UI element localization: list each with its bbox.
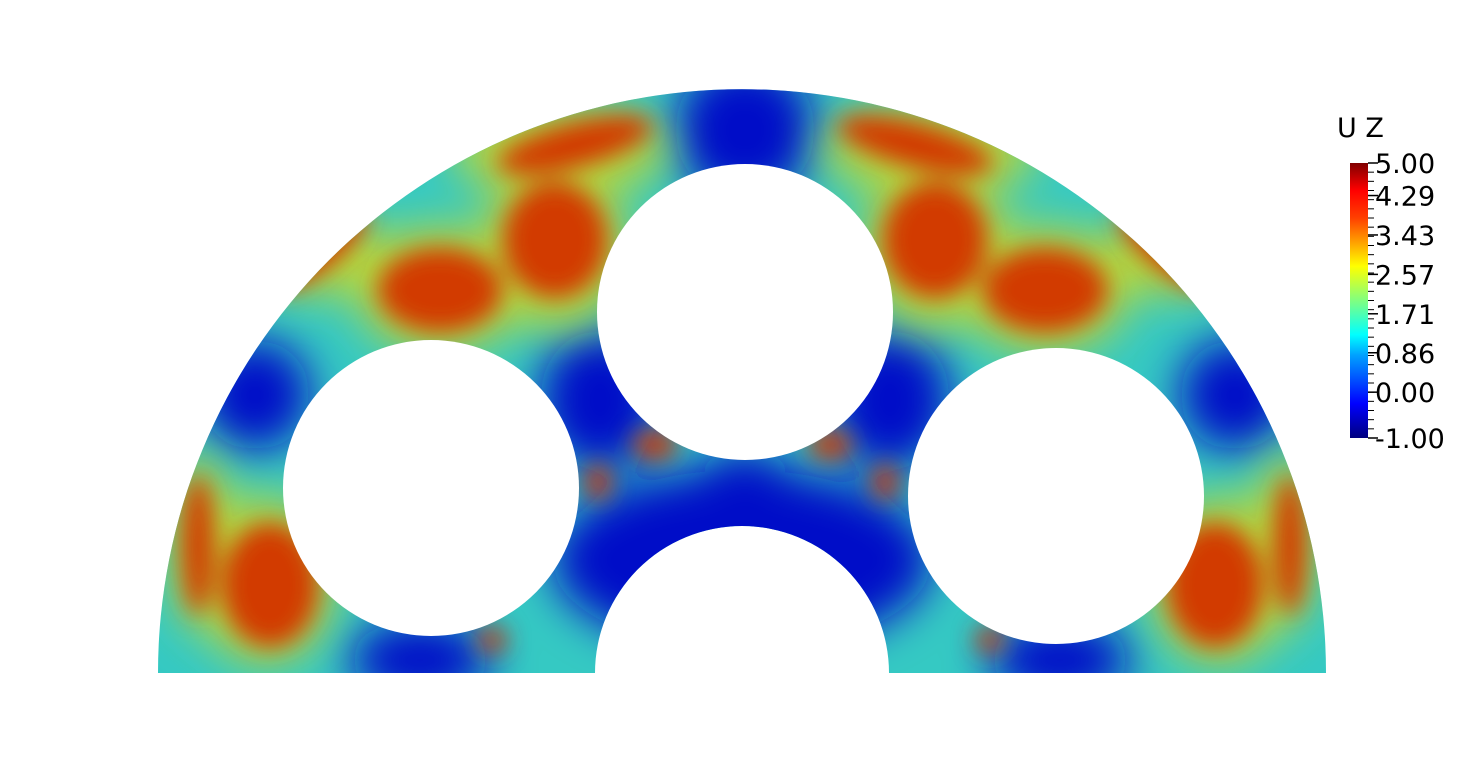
colorbar-tick-label: -1.00: [1375, 424, 1445, 455]
hole-top: [597, 164, 893, 460]
colorbar-tick-label: 1.71: [1375, 300, 1435, 331]
colorbar-tick-label: 5.00: [1375, 149, 1435, 180]
hole-left: [283, 340, 579, 636]
field-domain: [158, 89, 1326, 674]
colorbar: U Z 5.004.29 3.43 2.57 1.71 0.86 0.00 -1.00: [1337, 113, 1445, 455]
colorbar-labels: 5.004.29 3.43 2.57 1.71 0.86 0.00 -1.00: [1375, 149, 1445, 455]
colorbar-tick-label: 0.86: [1375, 339, 1435, 370]
colorbar-title: U Z: [1337, 113, 1384, 144]
colorbar-tick-label: 2.57: [1375, 260, 1435, 291]
colorbar-tick-label: 3.43: [1375, 221, 1435, 252]
colorbar-ticks: [1368, 162, 1378, 439]
colorbar-tick-label: 0.00: [1375, 378, 1435, 409]
hole-right: [908, 348, 1204, 644]
colorbar-tick-label: 4.29: [1375, 182, 1435, 213]
colorbar-gradient: [1350, 163, 1368, 438]
